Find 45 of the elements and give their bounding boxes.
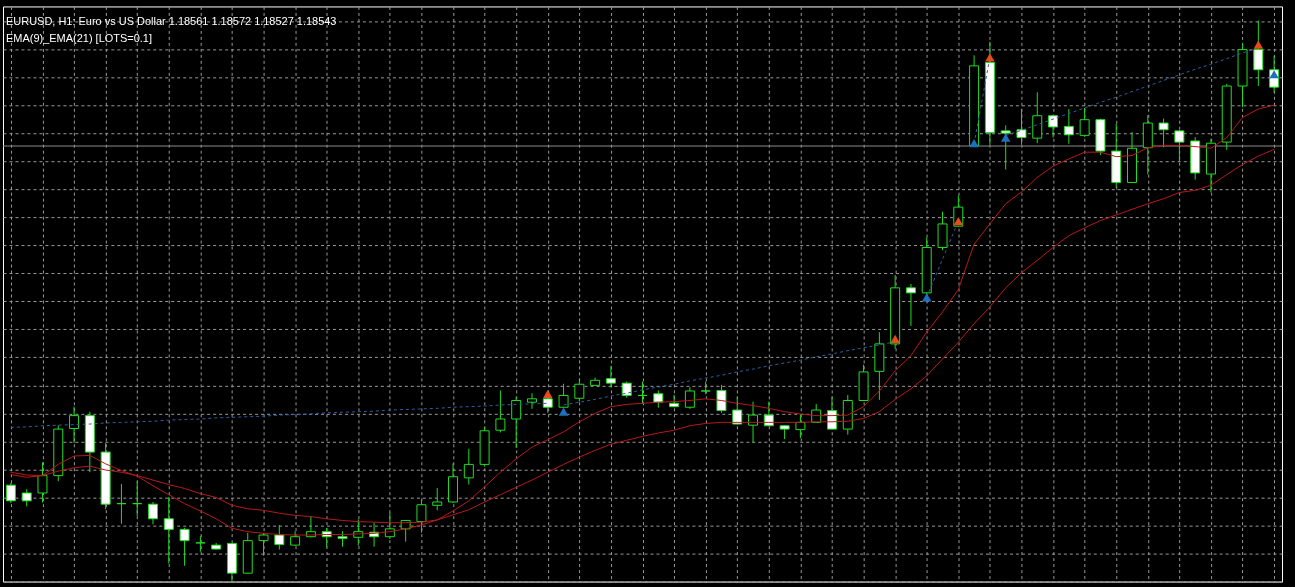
candlestick (700, 381, 711, 395)
candlestick (69, 406, 80, 444)
candlestick (1063, 109, 1074, 144)
point (543, 389, 553, 398)
candlestick (5, 482, 16, 504)
candlestick (432, 488, 443, 511)
candlestick (795, 415, 806, 438)
candlestick (1048, 114, 1059, 138)
candlestick (1174, 130, 1185, 162)
point (1000, 133, 1011, 142)
candlestick (195, 536, 206, 552)
text: EMA(9)_EMA(21) [LOTS=0.1] (5, 32, 152, 45)
candlestick (669, 394, 680, 408)
point (969, 139, 979, 148)
candlestick (684, 387, 695, 409)
candlestick (1079, 107, 1090, 137)
candlestick (937, 211, 948, 251)
candlestick (827, 396, 837, 430)
candlestick (1016, 109, 1027, 145)
candlestick (179, 527, 190, 566)
candlestick (1000, 125, 1011, 170)
point (558, 407, 569, 416)
point (1253, 40, 1264, 49)
candlestick (1253, 20, 1264, 86)
candlestick (605, 365, 616, 388)
candlestick (526, 393, 537, 409)
candlestick (463, 448, 474, 485)
candlestick (1158, 118, 1169, 148)
chart-title: EURUSD, H1: Euro vs US Dollar 1.18561 1.18572 1.18527 1.18543 (5, 15, 337, 28)
candlestick (732, 396, 743, 425)
candlestick (495, 390, 506, 433)
candlestick (416, 499, 427, 533)
candlestick (163, 496, 174, 564)
candlestick (716, 384, 727, 413)
candlestick (37, 462, 48, 503)
candlestick (511, 396, 522, 449)
candlestick (748, 401, 759, 444)
candlestick (1032, 92, 1043, 144)
point (890, 334, 900, 343)
point (953, 217, 964, 226)
candlestick (274, 525, 285, 550)
candlestick (574, 378, 585, 402)
candlestick (148, 502, 158, 525)
candlestick (905, 283, 916, 326)
point (985, 53, 995, 62)
